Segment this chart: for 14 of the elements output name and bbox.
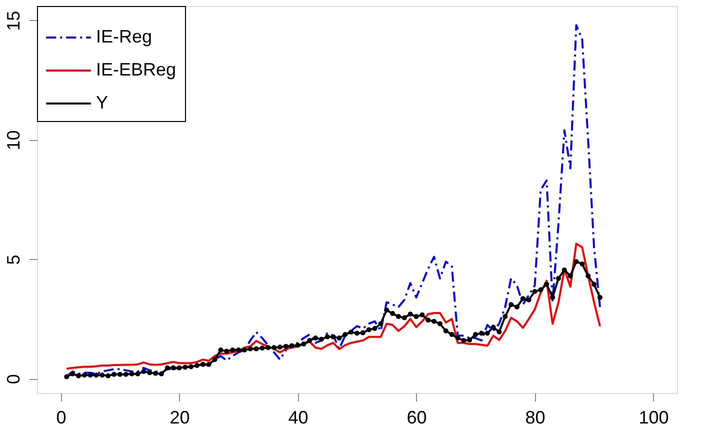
legend-label: Y (96, 92, 108, 112)
x-tick-label: 100 (638, 408, 669, 428)
x-tick-label: 80 (525, 408, 546, 428)
x-tick-label: 0 (56, 408, 66, 428)
legend-label: IE-EBReg (96, 60, 176, 80)
x-tick-label: 40 (288, 408, 308, 428)
y-tick-label: 0 (4, 374, 24, 384)
line-series (66, 242, 601, 370)
y-tick-label: 10 (4, 130, 24, 150)
y-tick-label: 15 (4, 10, 24, 31)
legend-label: IE-Reg (96, 26, 152, 46)
x-tick-label: 20 (170, 408, 190, 428)
y-tick-label: 5 (4, 254, 24, 265)
x-tick-label: 60 (406, 408, 427, 428)
